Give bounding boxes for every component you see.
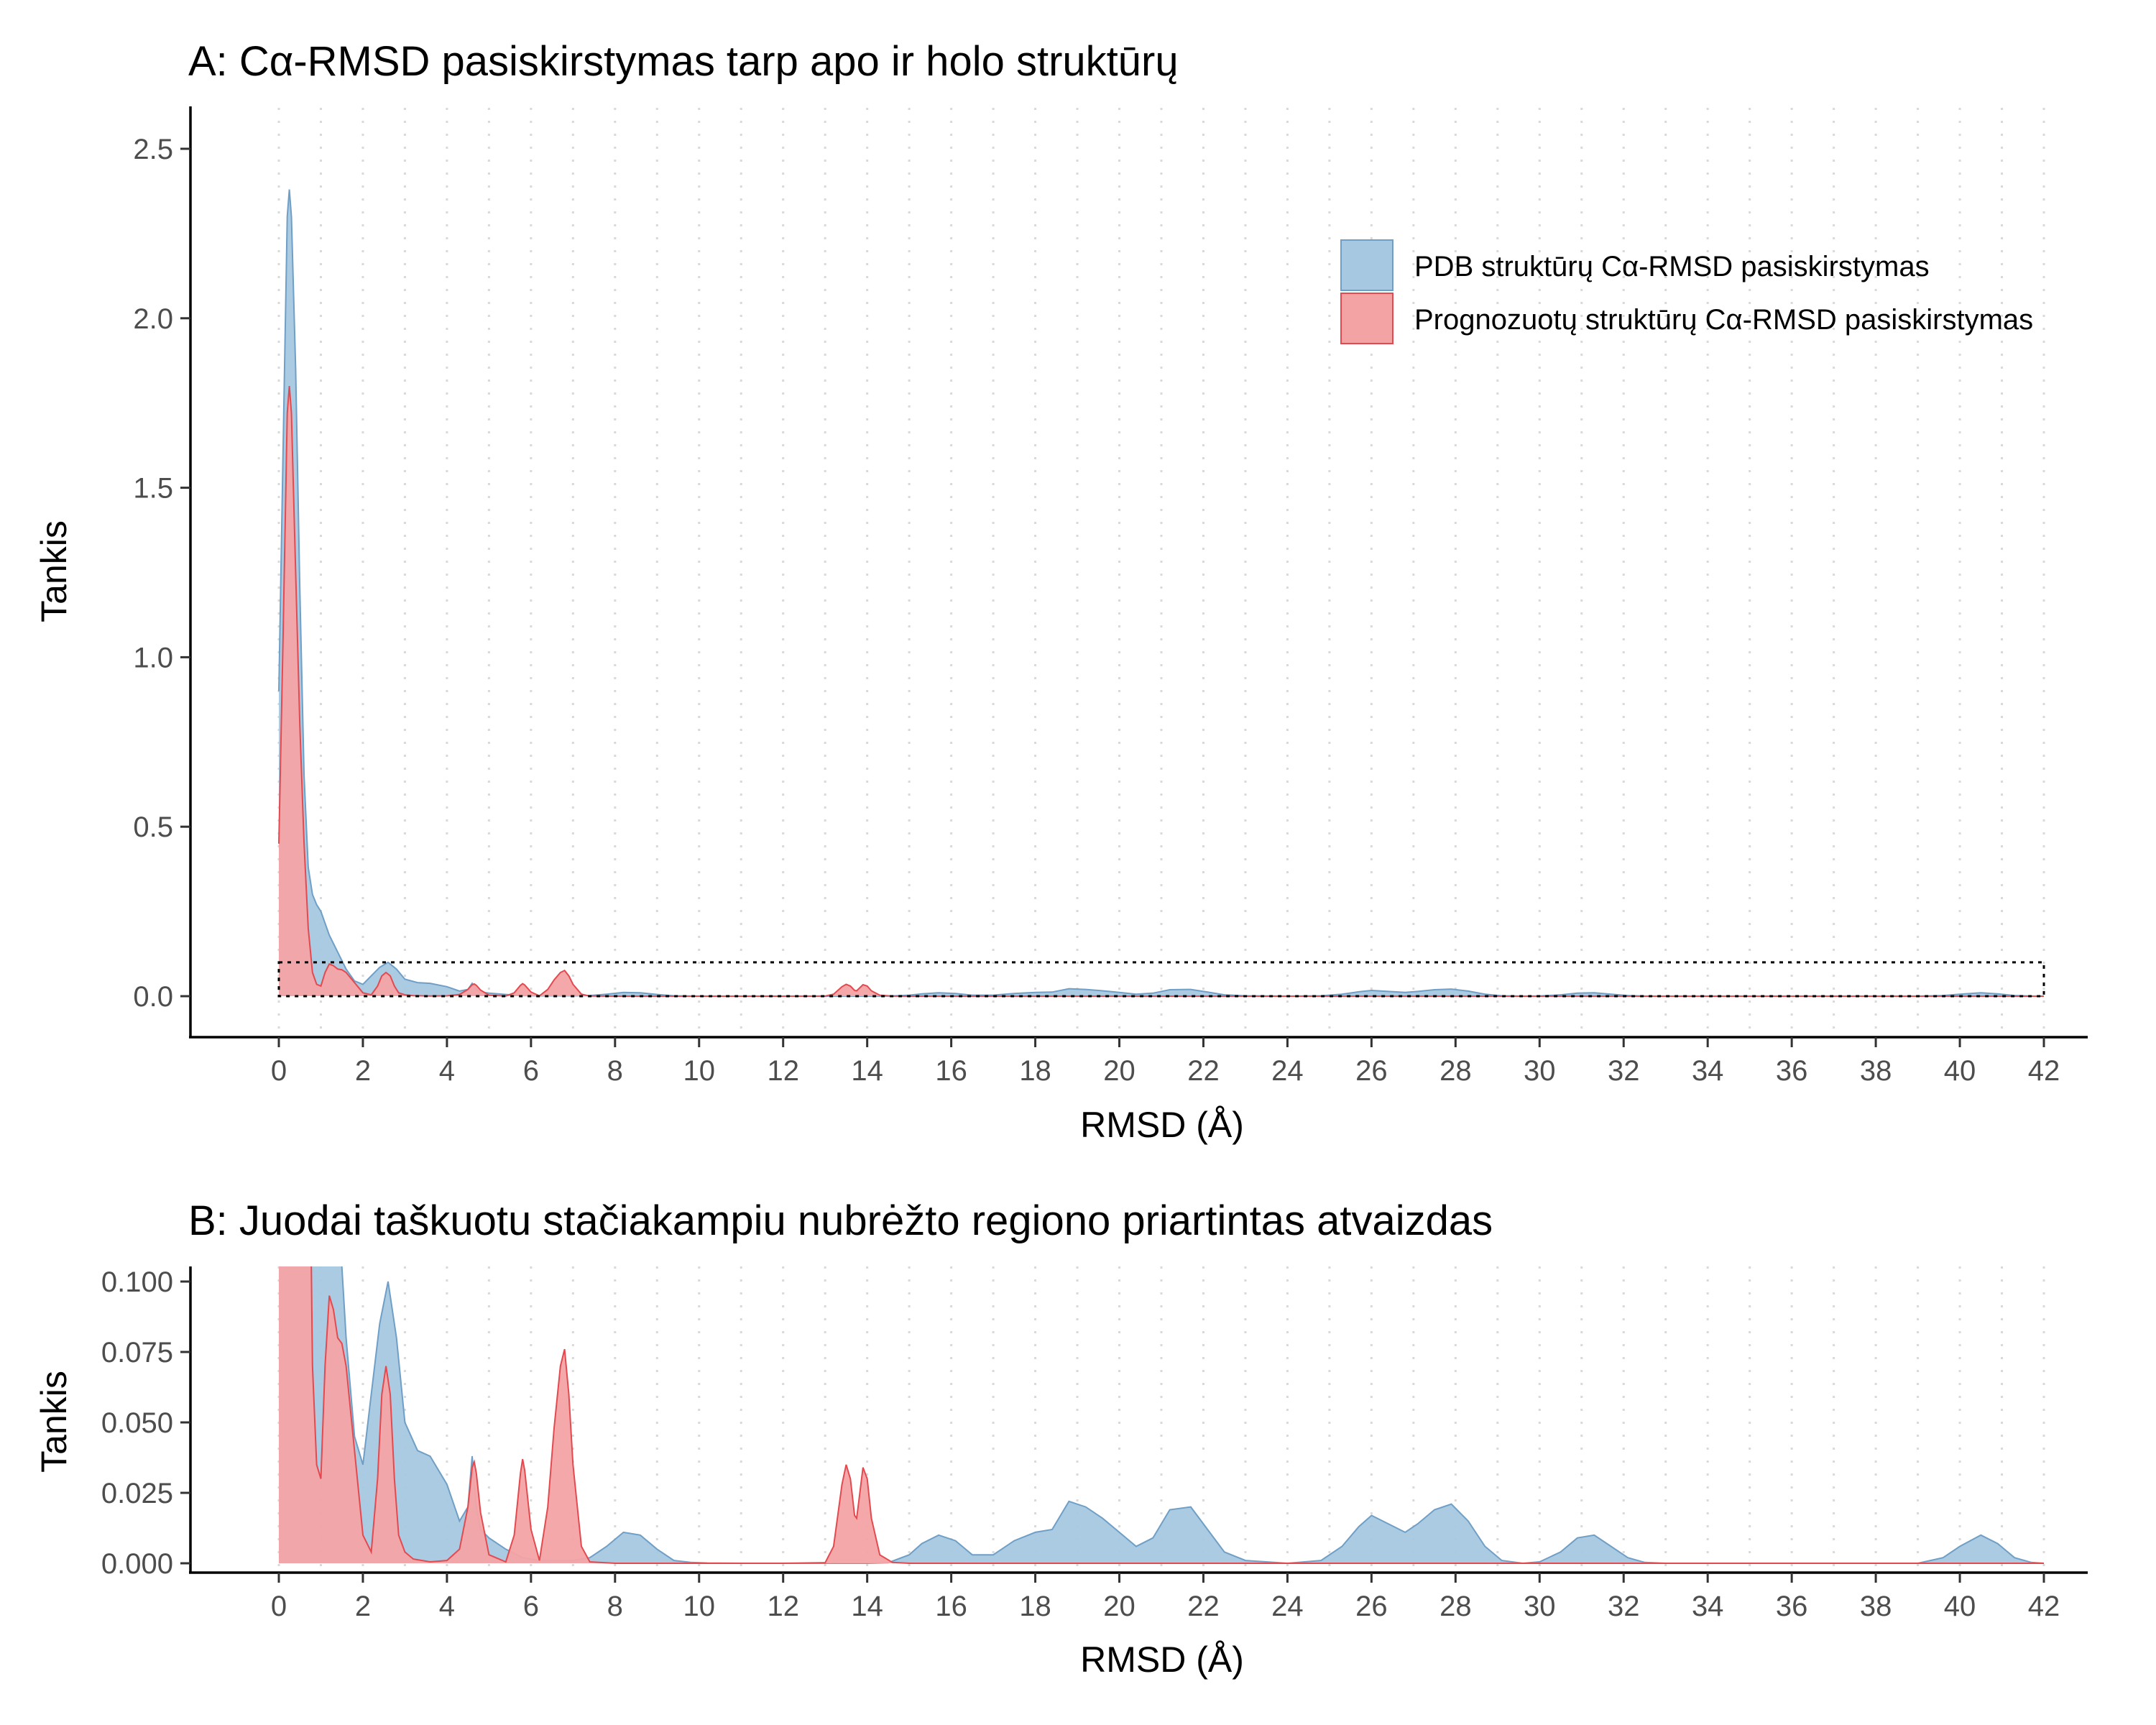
panel-a-y-tick-label: 2.0	[133, 303, 173, 335]
panel-a-x-tick-label: 26	[1355, 1055, 1388, 1087]
panel-b-x-tick-label: 12	[767, 1591, 799, 1622]
panel-b-x-tick-label: 30	[1524, 1591, 1556, 1622]
panel-b-x-tick-label: 22	[1187, 1591, 1220, 1622]
panel-a-x-tick-label: 14	[851, 1055, 883, 1087]
panel-b-y-tick-label: 0.000	[101, 1548, 173, 1580]
panel-a-y-axis-title: Tankis	[34, 520, 74, 622]
panel-b-y-tick-label: 0.025	[101, 1478, 173, 1509]
panel-b-x-tick-label: 8	[607, 1591, 623, 1622]
legend-swatch-predicted	[1340, 293, 1393, 344]
panel-b-x-axis-title: RMSD (Å)	[1080, 1639, 1244, 1680]
panel-a-x-tick-label: 18	[1019, 1055, 1051, 1087]
panel-b: B: Juodai taškuotu stačiakampiu nubrėžto…	[34, 1197, 2088, 1680]
panel-b-y-axis-title: Tankis	[34, 1371, 74, 1473]
panel-b-x-tick-label: 38	[1860, 1591, 1892, 1622]
panel-b-line-pdb	[341, 1266, 2045, 1565]
panel-a-x-tick-label: 20	[1103, 1055, 1135, 1087]
panel-a-y-tick-label: 1.5	[133, 473, 173, 505]
panel-b-line-predicted	[310, 1266, 2044, 1564]
panel-b-density-areas	[279, 1266, 2045, 1565]
panel-a-x-tick-label: 8	[607, 1055, 623, 1087]
legend: PDB struktūrų Cα-RMSD pasiskirstymas Pro…	[1340, 239, 2033, 344]
panel-b-x-tick-label: 16	[935, 1591, 967, 1622]
panel-b-x-tick-label: 42	[2028, 1591, 2060, 1622]
panel-a-x-tick-label: 38	[1860, 1055, 1892, 1087]
panel-a-x-tick-label: 28	[1439, 1055, 1472, 1087]
panel-a-x-tick-label: 12	[767, 1055, 799, 1087]
panel-a-x-tick-label: 22	[1187, 1055, 1220, 1087]
panel-b-x-tick-label: 14	[851, 1591, 883, 1622]
panel-a-y-tick-label: 2.5	[133, 134, 173, 165]
panel-a-x-tick-label: 36	[1776, 1055, 1808, 1087]
panel-b-x-tick-label: 4	[439, 1591, 455, 1622]
panel-b-area-pdb	[279, 1266, 2044, 1563]
zoom-region-box	[277, 961, 2045, 998]
legend-swatch-pdb	[1340, 239, 1393, 291]
panel-a-title: A: Cα-RMSD pasiskirstymas tarp apo ir ho…	[188, 38, 1179, 85]
panel-b-x-tick-label: 18	[1019, 1591, 1051, 1622]
panel-a-x-tick-label: 2	[355, 1055, 371, 1087]
panel-a-y-ticks: 0.0 0.5 1.0 1.5 2.0 2.5	[133, 134, 190, 1013]
panel-a-line-predicted	[278, 386, 2044, 997]
panel-a-y-tick-label: 0.5	[133, 811, 173, 843]
panel-a-x-tick-label: 30	[1524, 1055, 1556, 1087]
panel-b-x-tick-label: 28	[1439, 1591, 1472, 1622]
panel-b-x-tick-label: 6	[523, 1591, 539, 1622]
panel-b-x-tick-label: 20	[1103, 1591, 1135, 1622]
panel-b-title: B: Juodai taškuotu stačiakampiu nubrėžto…	[188, 1197, 1493, 1244]
panel-b-x-tick-label: 0	[271, 1591, 287, 1622]
panel-b-y-tick-label: 0.050	[101, 1407, 173, 1439]
panel-a-y-tick-label: 0.0	[133, 981, 173, 1013]
legend-label-pdb: PDB struktūrų Cα-RMSD pasiskirstymas	[1414, 251, 1930, 282]
panel-a-x-tick-label: 10	[683, 1055, 716, 1087]
panel-b-x-tick-label: 10	[683, 1591, 716, 1622]
panel-b-x-tick-label: 2	[355, 1591, 371, 1622]
panel-a-grid	[277, 108, 2045, 1037]
panel-a-x-tick-label: 32	[1608, 1055, 1640, 1087]
panel-a-x-tick-label: 24	[1271, 1055, 1304, 1087]
panel-a-x-tick-label: 6	[523, 1055, 539, 1087]
panel-b-x-ticks: 0 2 4 6 8 10 12 14 16 18 20 22 24 26 28 30 32 34 36 38 40 42	[271, 1573, 2060, 1622]
panel-b-x-tick-label: 40	[1944, 1591, 1976, 1622]
panel-b-x-tick-label: 34	[1692, 1591, 1724, 1622]
panel-a-x-tick-label: 0	[271, 1055, 287, 1087]
panel-b-y-ticks: 0.000 0.025 0.050 0.075 0.100	[101, 1266, 190, 1580]
panel-b-y-tick-label: 0.075	[101, 1337, 173, 1368]
panel-a-x-tick-label: 42	[2028, 1055, 2060, 1087]
panel-b-x-tick-label: 26	[1355, 1591, 1388, 1622]
panel-a-x-tick-label: 4	[439, 1055, 455, 1087]
panel-a-y-tick-label: 1.0	[133, 642, 173, 673]
panel-b-x-tick-label: 36	[1776, 1591, 1808, 1622]
panel-b-x-tick-label: 24	[1271, 1591, 1304, 1622]
panel-a-x-ticks: 0 2 4 6 8 10 12 14 16 18 20 22 24 26 28 30 32 34 36 38 40 42	[271, 1037, 2060, 1087]
panel-a: A: Cα-RMSD pasiskirstymas tarp apo ir ho…	[34, 38, 2088, 1145]
panel-a-x-tick-label: 16	[935, 1055, 967, 1087]
legend-label-predicted: Prognozuotų struktūrų Cα-RMSD pasiskirst…	[1414, 304, 2033, 336]
panel-a-x-tick-label: 34	[1692, 1055, 1724, 1087]
panel-b-x-tick-label: 32	[1608, 1591, 1640, 1622]
panel-b-y-tick-label: 0.100	[101, 1266, 173, 1298]
panel-a-x-tick-label: 40	[1944, 1055, 1976, 1087]
panel-a-x-axis-title: RMSD (Å)	[1080, 1105, 1244, 1145]
